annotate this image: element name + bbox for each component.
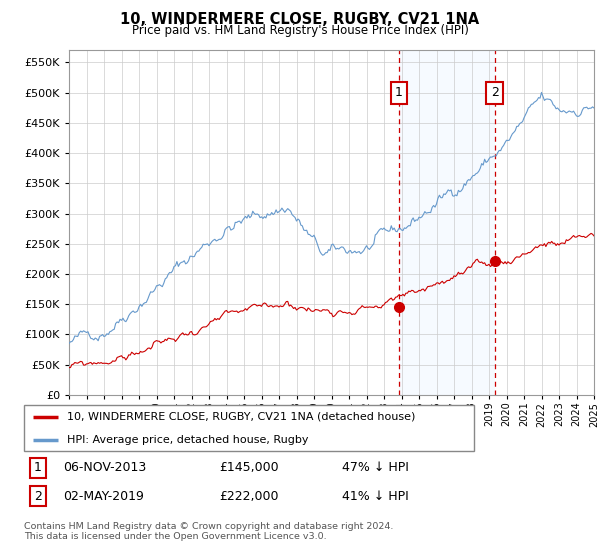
Text: 41% ↓ HPI: 41% ↓ HPI [342,489,409,503]
Text: Contains HM Land Registry data © Crown copyright and database right 2024.
This d: Contains HM Land Registry data © Crown c… [24,522,394,542]
Text: 2: 2 [491,86,499,99]
Text: 47% ↓ HPI: 47% ↓ HPI [342,461,409,474]
Text: £222,000: £222,000 [220,489,279,503]
Text: 2: 2 [34,489,42,503]
Text: 10, WINDERMERE CLOSE, RUGBY, CV21 1NA: 10, WINDERMERE CLOSE, RUGBY, CV21 1NA [121,12,479,27]
Bar [399,50,495,395]
Text: £145,000: £145,000 [220,461,279,474]
FancyBboxPatch shape [24,405,474,451]
Text: 10, WINDERMERE CLOSE, RUGBY, CV21 1NA (detached house): 10, WINDERMERE CLOSE, RUGBY, CV21 1NA (d… [67,412,415,422]
Text: Price paid vs. HM Land Registry's House Price Index (HPI): Price paid vs. HM Land Registry's House … [131,24,469,36]
Text: HPI: Average price, detached house, Rugby: HPI: Average price, detached house, Rugb… [67,435,308,445]
Text: 02-MAY-2019: 02-MAY-2019 [63,489,144,503]
Text: 06-NOV-2013: 06-NOV-2013 [63,461,146,474]
Text: 1: 1 [34,461,42,474]
Text: 1: 1 [395,86,403,99]
